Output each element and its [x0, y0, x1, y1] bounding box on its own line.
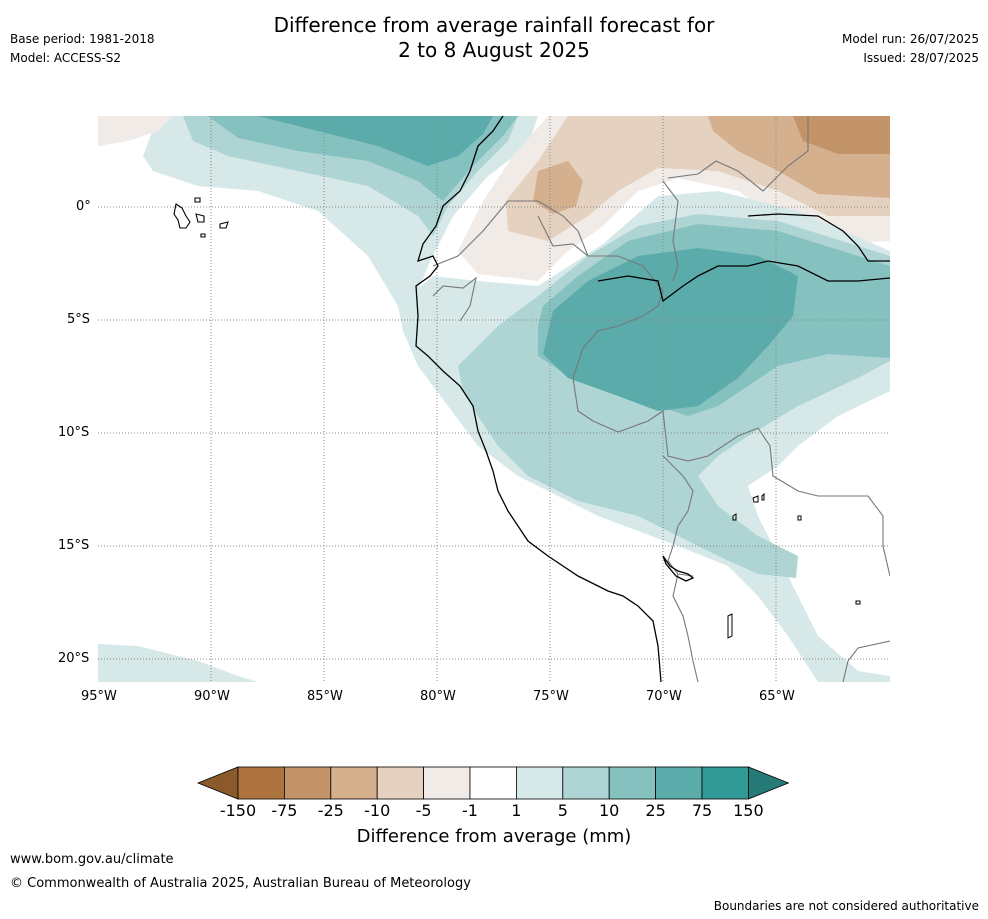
model-run-text: Model run: 26/07/2025	[841, 32, 979, 46]
coastline-amazon-river	[597, 260, 890, 303]
colorbar-tick-label: -5	[415, 801, 432, 820]
lake-2	[752, 495, 759, 503]
colorbar-tick-label: 75	[691, 801, 713, 820]
colorbar-tick-label: 10	[599, 801, 620, 820]
coastline-lake-titicaca	[662, 555, 695, 582]
lat-label-0: 0°	[76, 199, 91, 214]
lat-label-5s: 5°S	[67, 312, 91, 327]
colorbar-extend-high	[748, 766, 790, 800]
coastlines	[415, 116, 890, 682]
island-santa-cruz	[195, 213, 205, 223]
island-isabela	[173, 203, 191, 229]
colorbar-segment	[284, 766, 332, 800]
model-name-text: Model: ACCESS-S2	[10, 51, 122, 65]
colorbar-tick-label: 150	[733, 801, 764, 820]
border-ecuador-peru	[432, 276, 477, 322]
lon-label-80w: 80°W	[420, 689, 456, 704]
colorbar-tick-label: -1	[462, 801, 478, 820]
colorbar-title: Difference from average (mm)	[356, 826, 632, 847]
border-venezuela-brazil	[667, 116, 809, 192]
colorbar-segment	[655, 766, 703, 800]
title-line-2: 2 to 8 August 2025	[398, 38, 590, 62]
wet-region-southwest	[98, 644, 258, 682]
inland-lakes	[727, 492, 861, 639]
island-fernandina	[194, 197, 201, 203]
lake-5	[727, 613, 733, 639]
dry-region-andes-moderate	[533, 161, 583, 214]
island-floreana	[200, 233, 206, 238]
boundaries-disclaimer: Boundaries are not considered authoritat…	[713, 899, 979, 913]
colorbar-tick-label: 5	[557, 801, 568, 820]
colorbar-segment	[469, 766, 517, 800]
base-period-text: Base period: 1981-2018	[10, 32, 155, 46]
lake-1	[732, 513, 737, 521]
dry-region-northeast-strong	[793, 116, 890, 154]
lat-label-20s: 20°S	[58, 651, 90, 666]
colorbar-segment	[376, 766, 424, 800]
country-borders	[432, 116, 890, 682]
lon-label-95w: 95°W	[81, 689, 117, 704]
colorbar-extend-low	[196, 766, 239, 800]
border-bolivia-paraguay	[842, 640, 890, 682]
colorbar-tick-label: -25	[317, 801, 344, 820]
lake-6	[855, 600, 861, 605]
issued-date-text: Issued: 28/07/2025	[863, 51, 979, 65]
galapagos-islands	[173, 197, 229, 238]
lon-label-75w: 75°W	[533, 689, 569, 704]
colorbar-segment	[701, 766, 749, 800]
lon-label-85w: 85°W	[307, 689, 343, 704]
island-san-cristobal	[219, 221, 229, 229]
colorbar-segment	[515, 766, 564, 800]
lat-label-15s: 15°S	[58, 538, 90, 553]
border-peru-colombia	[537, 215, 664, 433]
website-url: www.bom.gov.au/climate	[10, 852, 174, 867]
title-line-1: Difference from average rainfall forecas…	[273, 13, 715, 37]
lat-label-10s: 10°S	[58, 425, 90, 440]
colorbar-segment	[330, 766, 378, 800]
coastline-upper-amazon	[747, 213, 890, 262]
dry-region-northwest-corner	[98, 116, 173, 146]
lake-3	[761, 492, 765, 501]
colorbar-tick-label: 25	[645, 801, 666, 820]
lon-label-70w: 70°W	[646, 689, 682, 704]
colorbar-tick-label: -75	[271, 801, 298, 820]
wet-region-central-heavy	[543, 248, 798, 411]
lake-4	[797, 515, 802, 521]
colorbar-segment	[562, 766, 610, 800]
border-colombia-brazil	[662, 180, 679, 282]
colorbar-tick-label: -10	[364, 801, 391, 820]
colorbar-segment	[237, 766, 285, 800]
coastline-pacific-south-america	[415, 116, 662, 682]
copyright-text: © Commonwealth of Australia 2025, Austra…	[10, 876, 471, 891]
border-bolivia-chile	[672, 573, 699, 682]
lon-label-65w: 65°W	[759, 689, 795, 704]
page-title: Difference from average rainfall forecas…	[0, 13, 988, 63]
colorbar-segment	[423, 766, 471, 800]
colorbar-segment	[608, 766, 657, 800]
colorbar	[196, 766, 790, 800]
border-colombia-ecuador	[432, 200, 589, 267]
wet-region-northwest-heavy	[258, 116, 493, 166]
colorbar-tick-label: 1	[511, 801, 522, 820]
lon-label-90w: 90°W	[194, 689, 230, 704]
rainfall-anomaly-map	[98, 116, 890, 682]
graticule	[98, 116, 890, 682]
colorbar-tick-label: -150	[219, 801, 257, 820]
border-peru-brazil	[617, 410, 890, 577]
colorbar-segments	[196, 766, 790, 800]
